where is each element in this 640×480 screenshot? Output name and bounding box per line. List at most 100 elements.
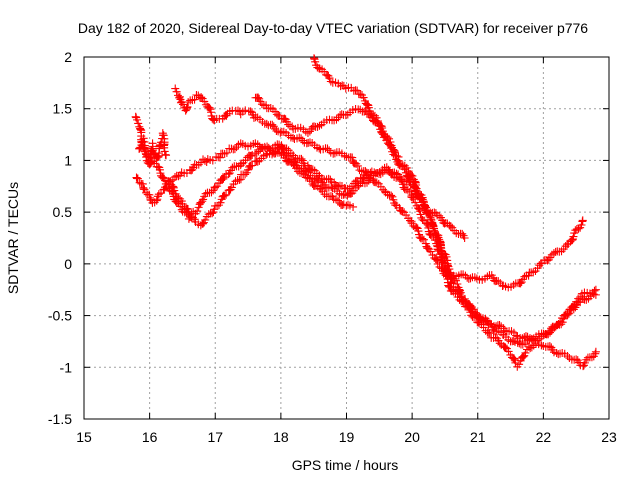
data-point [178, 100, 187, 109]
data-point [356, 90, 365, 99]
data-point [208, 156, 217, 165]
data-point [344, 200, 352, 209]
data-point [406, 176, 415, 185]
data-point [325, 74, 334, 83]
data-point [205, 103, 214, 112]
data-point [591, 290, 600, 299]
data-point [426, 213, 435, 222]
data-point [569, 232, 578, 241]
data-point [139, 134, 148, 143]
data-point [228, 163, 237, 172]
grid [84, 57, 609, 419]
data-point [453, 279, 462, 288]
data-point [361, 167, 370, 176]
data-point [429, 222, 438, 231]
data-point [308, 174, 317, 183]
data-point [408, 193, 417, 202]
data-point [393, 157, 402, 166]
data-point [160, 147, 169, 156]
data-point [207, 188, 216, 197]
data-point [414, 227, 423, 236]
data-point [437, 244, 446, 253]
data-point [201, 189, 210, 198]
data-point [387, 191, 396, 200]
data-point [308, 165, 317, 174]
x-axis-label: GPS time / hours [292, 457, 399, 473]
data-point [519, 352, 528, 361]
x-tick-label: 15 [76, 429, 92, 445]
data-point [171, 173, 180, 182]
data-point [412, 223, 421, 232]
data-point [434, 231, 443, 240]
data-point [302, 167, 311, 176]
data-point [435, 211, 444, 220]
data-point [184, 207, 193, 216]
data-point [442, 252, 451, 261]
data-point [222, 148, 231, 157]
data-point [409, 195, 418, 204]
data-point [425, 211, 434, 220]
data-point [372, 178, 381, 187]
data-point [349, 202, 358, 211]
data-point [397, 175, 406, 184]
data-point [510, 354, 519, 363]
data-point [198, 197, 207, 206]
x-tick-label: 23 [601, 429, 617, 445]
data-point [359, 93, 368, 102]
data-point [161, 176, 170, 185]
data-point [402, 211, 411, 220]
data-point [211, 183, 220, 192]
data-point [373, 169, 382, 178]
y-tick-label: 0 [64, 256, 72, 272]
data-point [176, 98, 185, 107]
axis-ticks [83, 56, 610, 420]
data-point [460, 234, 469, 242]
data-point [383, 133, 392, 142]
data-point [516, 279, 525, 288]
data-series [131, 54, 600, 371]
data-point [284, 120, 293, 129]
data-point [459, 295, 468, 304]
data-point [142, 188, 151, 197]
data-point [591, 347, 600, 356]
data-point [577, 220, 586, 229]
data-point [133, 115, 142, 124]
data-point [348, 153, 357, 162]
data-point [227, 183, 236, 192]
data-point [204, 210, 213, 219]
series-track-7 [135, 129, 171, 169]
data-point [483, 272, 492, 281]
data-point [549, 249, 558, 258]
data-point [297, 154, 306, 163]
data-point [370, 111, 379, 120]
data-point [189, 213, 198, 222]
data-point [175, 93, 184, 102]
data-point [398, 207, 407, 216]
data-point [257, 100, 266, 109]
data-point [219, 174, 228, 183]
data-point [246, 151, 255, 160]
data-point [591, 349, 600, 358]
data-point [579, 362, 588, 371]
y-tick-label: 1.5 [53, 101, 73, 117]
data-point [170, 186, 179, 195]
data-point [172, 87, 181, 96]
data-point [262, 119, 271, 128]
data-point [278, 145, 287, 154]
data-point [241, 170, 250, 179]
data-point [578, 216, 587, 225]
data-point [590, 286, 599, 295]
data-point [218, 192, 227, 201]
data-point [501, 343, 510, 352]
data-point [446, 222, 455, 231]
data-point [364, 103, 373, 112]
y-tick-label: 1 [64, 152, 72, 168]
data-point [353, 161, 362, 170]
data-point [290, 156, 299, 165]
data-point [262, 150, 271, 159]
data-point [396, 161, 405, 170]
data-point [451, 276, 460, 285]
data-point [416, 210, 425, 219]
data-point [252, 149, 261, 158]
data-point [245, 162, 254, 171]
